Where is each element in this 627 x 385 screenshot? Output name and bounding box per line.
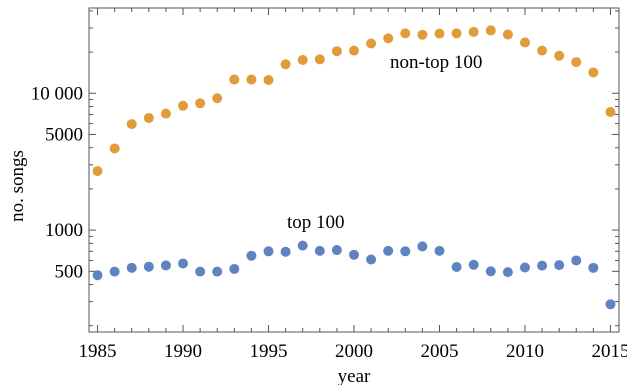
- x-tick-label: 1985: [79, 341, 117, 362]
- x-tick-label: 1990: [164, 341, 202, 362]
- data-point: [160, 108, 171, 119]
- data-point: [297, 55, 308, 66]
- data-point: [92, 166, 103, 177]
- data-point: [229, 263, 240, 274]
- data-point: [468, 259, 479, 270]
- data-point: [605, 106, 616, 117]
- data-point: [571, 57, 582, 68]
- data-point: [349, 45, 359, 56]
- data-point: [588, 67, 599, 78]
- data-point: [314, 245, 325, 256]
- plot-frame: [88, 7, 620, 333]
- data-points: [92, 25, 616, 310]
- data-point: [451, 28, 462, 39]
- data-point: [229, 74, 240, 85]
- x-tick-label: 2005: [420, 341, 458, 362]
- data-point: [366, 254, 377, 265]
- data-point: [537, 260, 548, 271]
- data-point: [280, 59, 291, 70]
- data-point: [246, 250, 257, 261]
- data-point: [434, 245, 445, 256]
- data-point: [383, 33, 394, 44]
- data-point: [554, 50, 565, 61]
- data-point: [297, 240, 308, 251]
- data-point: [383, 245, 394, 256]
- data-point: [331, 245, 342, 256]
- y-tick-label: 500: [55, 261, 84, 282]
- data-point: [212, 266, 223, 277]
- data-point: [246, 74, 257, 85]
- annotation-top-100: top 100: [287, 212, 345, 233]
- data-point: [143, 261, 154, 272]
- data-point: [485, 25, 496, 36]
- data-point: [314, 54, 325, 65]
- data-point: [451, 261, 462, 272]
- data-point: [502, 267, 513, 278]
- data-point: [178, 258, 189, 269]
- data-point: [349, 249, 359, 260]
- data-point: [92, 270, 103, 281]
- data-point: [366, 38, 377, 49]
- y-tick-label: 1000: [45, 220, 83, 241]
- x-axis-ticks: 1985 1990 1995 2000 2005 2010 2015: [79, 8, 627, 362]
- y-tick-label: 5000: [45, 124, 83, 145]
- data-point: [605, 299, 616, 310]
- data-point: [280, 246, 291, 257]
- data-point: [263, 246, 274, 257]
- data-point: [143, 112, 154, 123]
- data-point: [502, 29, 513, 40]
- y-axis-ticks: 500 1000 5000 10 000: [31, 10, 619, 327]
- data-point: [588, 262, 599, 273]
- data-point: [537, 45, 548, 56]
- data-point: [195, 266, 206, 277]
- x-tick-label: 2010: [506, 341, 544, 362]
- annotation-non-top-100: non-top 100: [390, 52, 482, 73]
- data-point: [400, 28, 411, 39]
- data-point: [400, 246, 411, 257]
- data-point: [434, 28, 445, 39]
- data-point: [126, 262, 137, 273]
- data-point: [109, 266, 120, 277]
- data-point: [519, 37, 530, 48]
- x-tick-label: 2000: [335, 341, 373, 362]
- data-point: [160, 260, 171, 271]
- data-point: [485, 266, 496, 277]
- data-point: [571, 255, 582, 266]
- x-axis-title: year: [338, 366, 371, 385]
- data-point: [417, 29, 428, 40]
- x-tick-label: 1995: [250, 341, 288, 362]
- data-point: [178, 100, 189, 111]
- data-point: [417, 241, 428, 252]
- data-point: [468, 26, 479, 37]
- data-point: [331, 46, 342, 57]
- data-point: [195, 98, 206, 109]
- data-point: [212, 93, 223, 104]
- y-axis-title: no. songs: [7, 150, 28, 222]
- data-point: [126, 119, 137, 130]
- data-point: [263, 75, 274, 86]
- data-point: [519, 262, 530, 273]
- x-tick-label: 2015: [591, 341, 627, 362]
- data-point: [109, 143, 120, 154]
- y-tick-label: 10 000: [31, 83, 83, 104]
- data-point: [554, 260, 565, 271]
